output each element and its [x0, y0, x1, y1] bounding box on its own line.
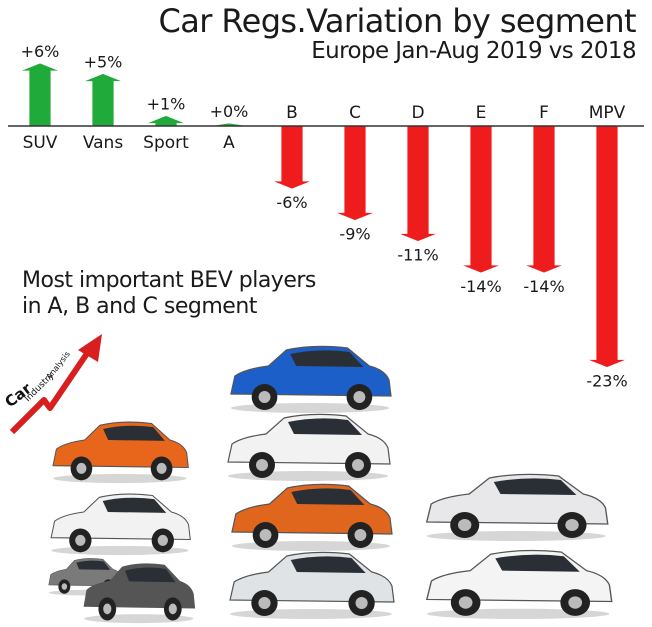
- car-opel-corsa-e: [222, 410, 392, 482]
- tick-label-suv: SUV: [23, 133, 58, 153]
- bar-e: [460, 125, 502, 274]
- car-fiat-500e: [48, 418, 190, 484]
- logo-arrow-shaft: [9, 350, 91, 435]
- tick-label-b: B: [286, 103, 298, 123]
- value-label-a: +0%: [210, 102, 249, 121]
- bar-c: [334, 125, 376, 221]
- tick-label-sport: Sport: [143, 133, 189, 153]
- car-renault-zoe: [226, 480, 394, 552]
- tick-label-f: F: [539, 103, 549, 123]
- bar-vans: [82, 73, 124, 127]
- value-label-suv: +6%: [21, 42, 60, 61]
- value-label-d: -11%: [397, 246, 438, 265]
- bar-d: [397, 125, 439, 242]
- car-nissan-leaf: [420, 546, 614, 620]
- bar-sport: [145, 115, 187, 127]
- bar-mpv: [586, 125, 628, 368]
- value-label-b: -6%: [276, 193, 307, 212]
- chart-title: Car Regs.Variation by segment: [158, 2, 637, 40]
- bar-b: [271, 125, 313, 190]
- value-label-c: -9%: [339, 225, 370, 244]
- bev-annotation-line2: in A, B and C segment: [22, 294, 257, 319]
- tick-label-c: C: [349, 103, 361, 123]
- value-label-mpv: -23%: [586, 372, 627, 391]
- bev-annotation-line1: Most important BEV players: [22, 268, 316, 293]
- bev-annotation: Most important BEV players in A, B and C…: [22, 268, 316, 320]
- tick-label-vans: Vans: [83, 133, 124, 153]
- bar-suv: [19, 62, 61, 127]
- car-peugeot-e208: [225, 342, 393, 414]
- car-smart-forfour: [80, 560, 196, 624]
- value-label-vans: +5%: [84, 53, 123, 72]
- car-vw-e-up: [46, 490, 192, 556]
- value-label-e: -14%: [460, 277, 501, 296]
- tick-label-mpv: MPV: [589, 103, 626, 123]
- tick-label-a: A: [223, 133, 235, 153]
- chart-subtitle: Europe Jan-Aug 2019 vs 2018: [311, 38, 636, 64]
- tick-label-e: E: [476, 103, 487, 123]
- car-vw-id3: [420, 470, 610, 542]
- bar-group: SUV +6% Vans +5% Sport +1% A +0% B -6% C -9% D -11% E -…: [19, 42, 628, 391]
- car-industry-analysis-logo: Car Industry Analysis: [1, 330, 114, 444]
- bar-f: [523, 125, 565, 274]
- value-label-f: -14%: [523, 277, 564, 296]
- car-mini-electric: [224, 548, 396, 620]
- value-label-sport: +1%: [147, 95, 186, 114]
- bar-chart: SUV +6% Vans +5% Sport +1% A +0% B -6% C -9% D -11% E -…: [8, 42, 644, 391]
- tick-label-d: D: [411, 103, 424, 123]
- logo-arrow-head: [78, 334, 102, 362]
